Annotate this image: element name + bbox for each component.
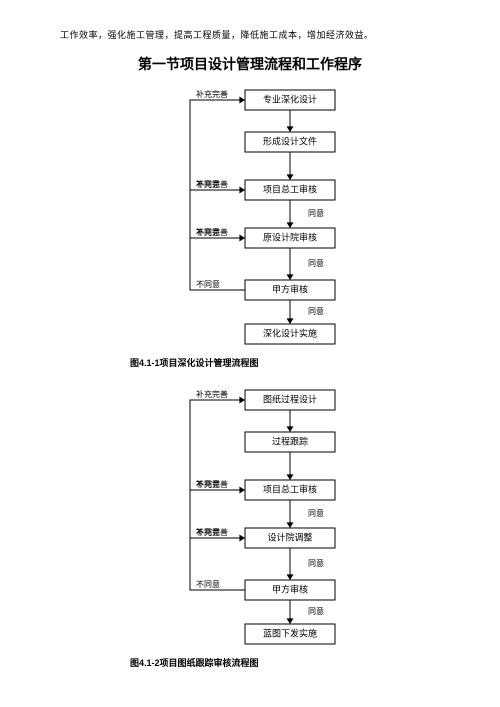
caption-1: 图4.1-1项目深化设计管理流程图	[130, 356, 259, 369]
edge-label: 同意	[308, 258, 324, 268]
edge-label: 同意	[308, 606, 324, 616]
flow-node-label: 甲方审核	[272, 584, 308, 595]
caption-2: 图4.1-2项目图纸跟踪审核流程图	[130, 656, 259, 669]
flow-node-label: 原设计院审核	[263, 232, 317, 243]
edge-label: 不同意	[196, 279, 220, 289]
intro-text: 工作效率，强化施工管理，提高工程质量，降低施工成本，增加经济效益。	[60, 28, 374, 41]
flow-node-label: 形成设计文件	[263, 136, 317, 147]
section-title: 第一节项目设计管理流程和工作程序	[0, 54, 500, 74]
flow-node-label: 设计院调整	[267, 532, 312, 543]
flow-node-label: 过程跟踪	[272, 436, 308, 447]
flowchart-1: 专业深化设计形成设计文件项目总工审核原设计院审核甲方审核深化设计实施同意同意同意…	[145, 80, 380, 360]
edge-label: 补充完善	[196, 527, 228, 537]
edge-label: 同意	[308, 508, 324, 518]
edge-label: 补充完善	[196, 389, 228, 399]
flow-node-label: 蓝图下发实施	[263, 628, 317, 639]
flow-node-label: 专业深化设计	[263, 94, 317, 105]
edge-label: 不同意	[196, 579, 220, 589]
flow-node-label: 深化设计实施	[263, 328, 317, 339]
edge-label: 补充完善	[196, 89, 228, 99]
edge-label: 补充完善	[196, 227, 228, 237]
edge-label: 补充完善	[196, 179, 228, 189]
flow-node-label: 甲方审核	[272, 284, 308, 295]
flow-node-label: 项目总工审核	[263, 184, 317, 195]
flow-node-label: 图纸过程设计	[263, 394, 317, 405]
edge-label: 补充完善	[196, 479, 228, 489]
flowchart-2: 图纸过程设计过程跟踪项目总工审核设计院调整甲方审核蓝图下发实施同意同意同意不同意…	[145, 380, 380, 660]
flow-node-label: 项目总工审核	[263, 484, 317, 495]
page: 工作效率，强化施工管理，提高工程质量，降低施工成本，增加经济效益。 第一节项目设…	[0, 0, 500, 707]
edge-label: 同意	[308, 208, 324, 218]
edge-label: 同意	[308, 558, 324, 568]
edge-label: 同意	[308, 306, 324, 316]
